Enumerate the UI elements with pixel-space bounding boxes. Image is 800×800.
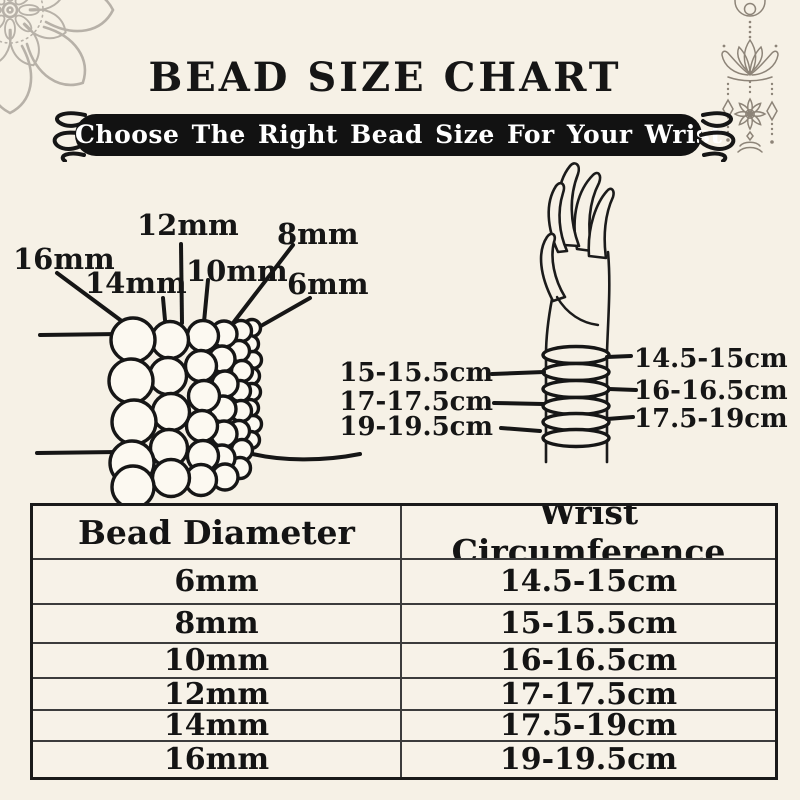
table-cell: 6mm: [33, 558, 402, 603]
table-cell: 15-15.5cm: [402, 603, 775, 642]
table-cell: 17-17.5cm: [402, 677, 775, 709]
flourish-right-icon: [699, 111, 736, 162]
banner: Choose The Right Bead Size For Your Wris…: [75, 114, 722, 156]
table-cell: 8mm: [33, 603, 402, 642]
bead-bracelets-illustration: [35, 242, 362, 510]
hand-illustration: [490, 162, 638, 464]
page-title: BEAD SIZE CHART: [148, 54, 622, 101]
table-cell: 16-16.5cm: [402, 642, 775, 677]
wrist-size-label-right-3: 17.5-19cm: [634, 404, 788, 434]
wrist-size-label-left-1: 15-15.5cm: [339, 358, 493, 388]
table-cell: 16mm: [33, 740, 402, 777]
wrist-size-label-left-2: 17-17.5cm: [339, 387, 493, 417]
bead-size-label-6mm: 6mm: [287, 267, 369, 301]
table-header-wrist-circumference: Wrist Circumference: [451, 506, 726, 558]
wrist-size-label-right-1: 14.5-15cm: [634, 344, 788, 374]
wrist-size-label-left-3: 19-19.5cm: [339, 412, 493, 442]
wrist-size-label-right-2: 16-16.5cm: [634, 376, 788, 406]
table-cell: 14.5-15cm: [402, 558, 775, 603]
table-header-bead-diameter: Bead Diameter: [33, 506, 402, 558]
size-table: Bead Diameter Wrist Circumference 6mm 14…: [30, 503, 778, 780]
bead-size-label-14mm: 14mm: [85, 266, 187, 300]
table-cell: 19-19.5cm: [402, 740, 775, 777]
bead-size-label-8mm: 8mm: [277, 217, 359, 251]
table-cell: 12mm: [33, 677, 402, 709]
table-cell: 14mm: [33, 709, 402, 740]
table-cell: 17.5-19cm: [402, 709, 775, 740]
table-cell: 10mm: [33, 642, 402, 677]
bead-size-label-16mm: 16mm: [13, 242, 115, 276]
lotus-ornament-icon: [721, 0, 779, 153]
mandala-flower-icon: [0, 0, 115, 115]
bead-size-label-12mm: 12mm: [137, 208, 239, 242]
